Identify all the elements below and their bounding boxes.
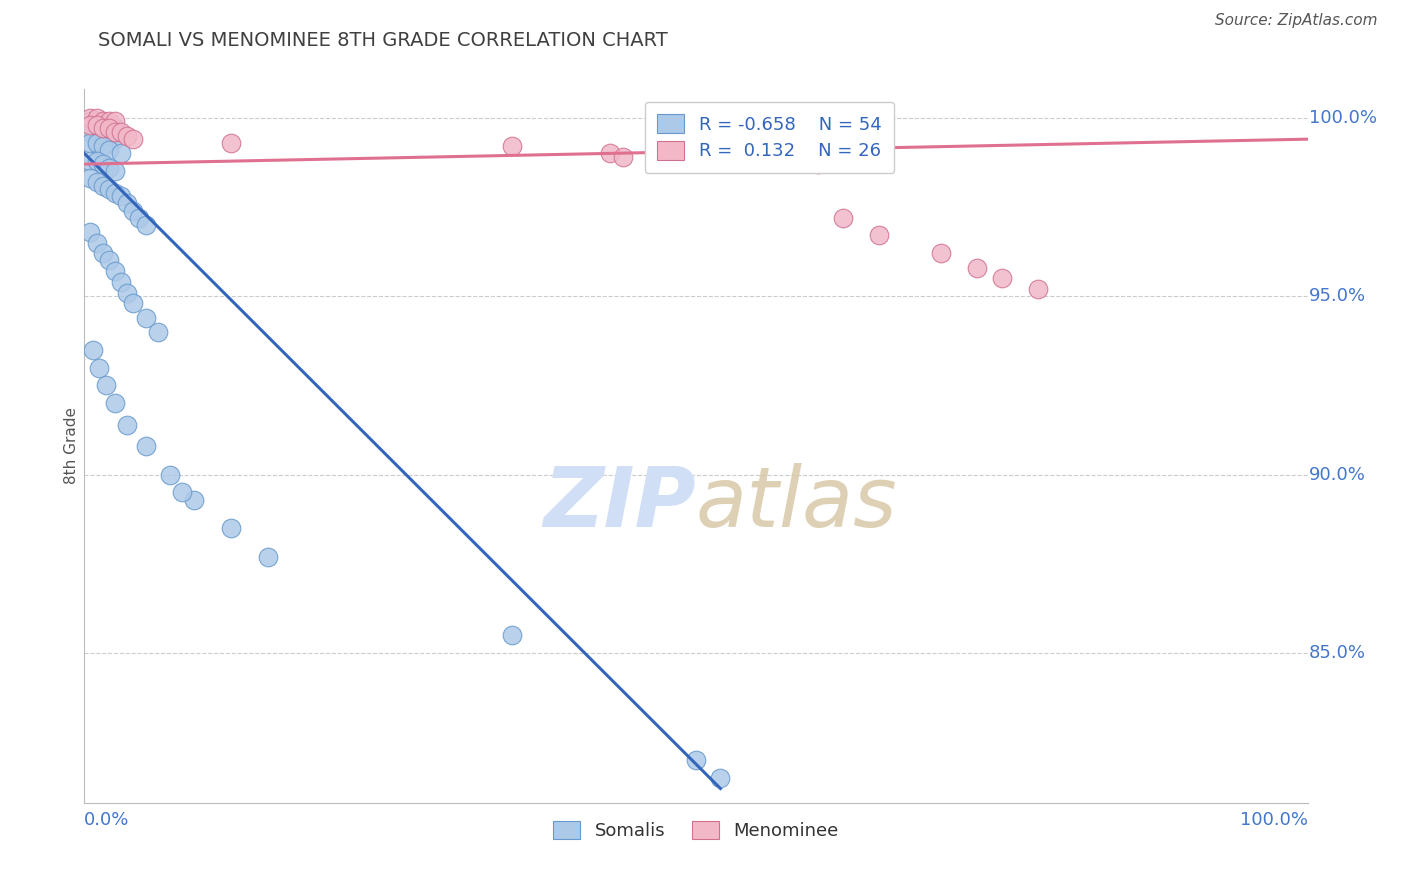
Point bbox=[104, 132, 127, 146]
Point bbox=[97, 114, 120, 128]
Point bbox=[115, 196, 138, 211]
Point bbox=[91, 114, 114, 128]
Point bbox=[128, 211, 150, 225]
Point bbox=[159, 467, 181, 482]
Point bbox=[79, 225, 101, 239]
Point bbox=[122, 296, 145, 310]
Point bbox=[1028, 282, 1050, 296]
Point bbox=[97, 118, 120, 132]
Point bbox=[91, 246, 114, 260]
Point bbox=[831, 211, 853, 225]
Point bbox=[104, 121, 127, 136]
Point bbox=[135, 218, 157, 232]
Point bbox=[257, 549, 280, 564]
Point bbox=[110, 125, 132, 139]
Point bbox=[929, 246, 952, 260]
Point bbox=[97, 121, 120, 136]
Point bbox=[79, 118, 101, 132]
Point bbox=[79, 171, 101, 186]
Point bbox=[86, 111, 108, 125]
Point bbox=[104, 164, 127, 178]
Point bbox=[86, 153, 108, 168]
Point bbox=[104, 125, 127, 139]
Point bbox=[86, 235, 108, 250]
Point bbox=[966, 260, 988, 275]
Point bbox=[82, 343, 104, 357]
Point bbox=[685, 153, 707, 168]
Text: Source: ZipAtlas.com: Source: ZipAtlas.com bbox=[1215, 13, 1378, 29]
Point bbox=[97, 182, 120, 196]
Text: 95.0%: 95.0% bbox=[1309, 287, 1365, 305]
Point bbox=[110, 275, 132, 289]
Point bbox=[79, 111, 101, 125]
Point bbox=[97, 128, 120, 143]
Point bbox=[97, 143, 120, 157]
Point bbox=[110, 189, 132, 203]
Point bbox=[122, 203, 145, 218]
Point bbox=[807, 157, 830, 171]
Point bbox=[91, 121, 114, 136]
Point bbox=[122, 132, 145, 146]
Point bbox=[110, 146, 132, 161]
Text: atlas: atlas bbox=[696, 463, 897, 543]
Point bbox=[146, 325, 169, 339]
Text: 100.0%: 100.0% bbox=[1309, 109, 1376, 127]
Point bbox=[685, 753, 707, 767]
Point bbox=[91, 178, 114, 193]
Point bbox=[869, 228, 891, 243]
Point bbox=[135, 310, 157, 325]
Point bbox=[91, 118, 114, 132]
Point bbox=[502, 628, 524, 642]
Point bbox=[97, 161, 120, 175]
Point bbox=[104, 186, 127, 200]
Point bbox=[104, 114, 127, 128]
Point bbox=[709, 771, 731, 785]
Legend: Somalis, Menominee: Somalis, Menominee bbox=[546, 814, 846, 847]
Point bbox=[86, 114, 108, 128]
Point bbox=[86, 175, 108, 189]
Point bbox=[79, 125, 101, 139]
Text: 0.0%: 0.0% bbox=[84, 812, 129, 830]
Point bbox=[91, 139, 114, 153]
Point bbox=[172, 485, 194, 500]
Point bbox=[115, 417, 138, 432]
Point bbox=[709, 153, 731, 168]
Point bbox=[115, 128, 138, 143]
Point bbox=[183, 492, 205, 507]
Point bbox=[612, 150, 634, 164]
Y-axis label: 8th Grade: 8th Grade bbox=[63, 408, 79, 484]
Text: ZIP: ZIP bbox=[543, 463, 696, 543]
Point bbox=[96, 378, 118, 392]
Point bbox=[79, 136, 101, 150]
Point bbox=[502, 139, 524, 153]
Point bbox=[135, 439, 157, 453]
Text: 85.0%: 85.0% bbox=[1309, 644, 1365, 662]
Point bbox=[599, 146, 621, 161]
Point bbox=[79, 114, 101, 128]
Point bbox=[91, 157, 114, 171]
Point bbox=[87, 360, 110, 375]
Point bbox=[219, 521, 242, 535]
Text: SOMALI VS MENOMINEE 8TH GRADE CORRELATION CHART: SOMALI VS MENOMINEE 8TH GRADE CORRELATIO… bbox=[98, 31, 668, 50]
Point bbox=[219, 136, 242, 150]
Text: 90.0%: 90.0% bbox=[1309, 466, 1365, 483]
Point bbox=[86, 118, 108, 132]
Point bbox=[104, 396, 127, 410]
Point bbox=[104, 264, 127, 278]
Point bbox=[991, 271, 1014, 285]
Point bbox=[91, 128, 114, 143]
Text: 100.0%: 100.0% bbox=[1240, 812, 1308, 830]
Point bbox=[115, 285, 138, 300]
Point bbox=[86, 125, 108, 139]
Point bbox=[86, 136, 108, 150]
Point bbox=[97, 253, 120, 268]
Point bbox=[79, 153, 101, 168]
